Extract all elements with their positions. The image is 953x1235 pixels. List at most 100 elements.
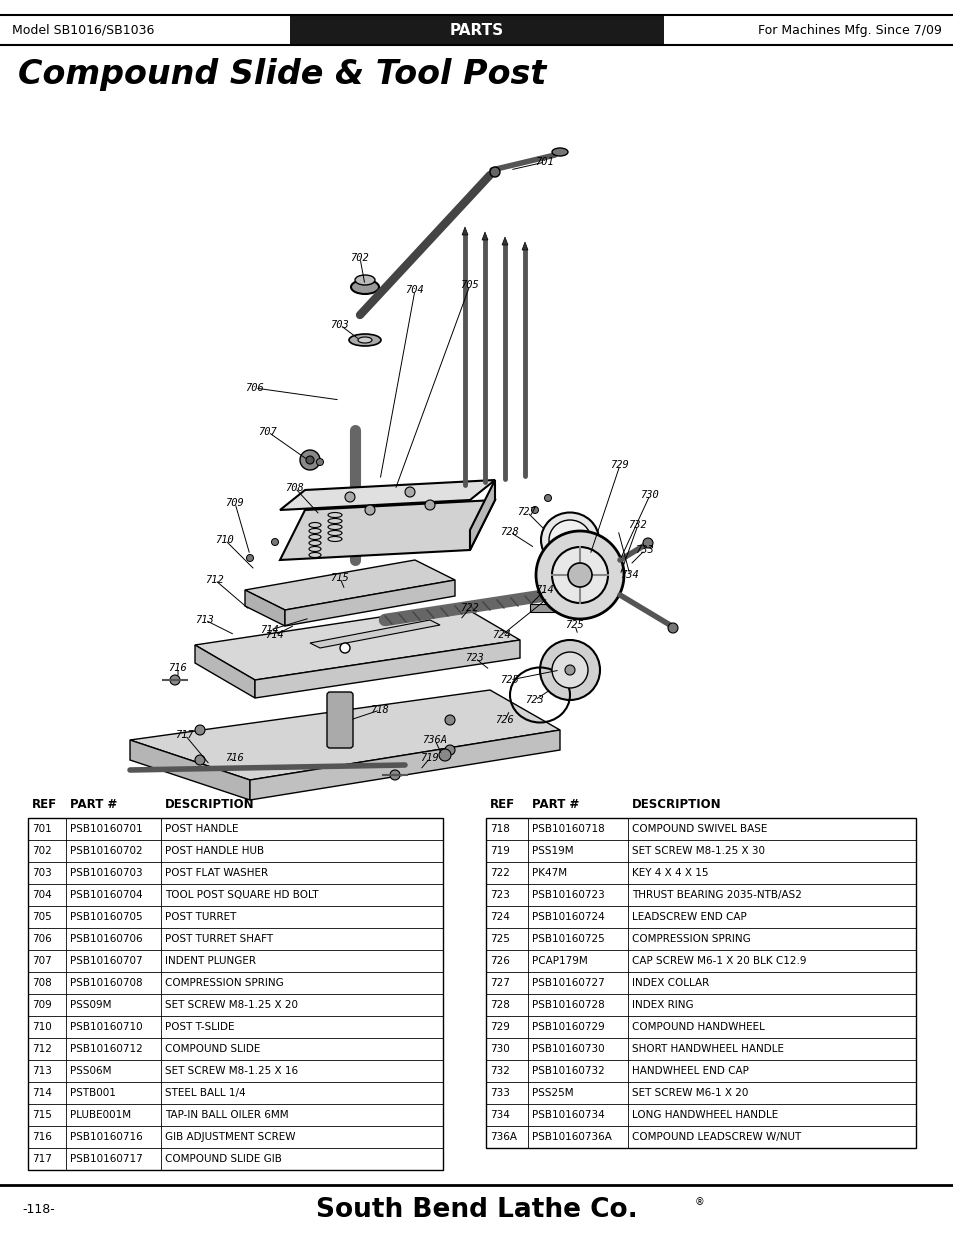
Text: PSB10160706: PSB10160706: [70, 934, 143, 944]
Text: 715: 715: [331, 573, 349, 583]
Text: PSB10160708: PSB10160708: [70, 978, 143, 988]
Text: 702: 702: [32, 846, 51, 856]
Text: 709: 709: [226, 498, 244, 508]
Text: HANDWHEEL END CAP: HANDWHEEL END CAP: [631, 1066, 748, 1076]
Text: PSB10160703: PSB10160703: [70, 868, 143, 878]
Circle shape: [194, 725, 205, 735]
Circle shape: [536, 531, 623, 619]
Text: COMPOUND LEADSCREW W/NUT: COMPOUND LEADSCREW W/NUT: [631, 1132, 801, 1142]
Text: 726: 726: [496, 715, 514, 725]
Text: LONG HANDWHEEL HANDLE: LONG HANDWHEEL HANDLE: [631, 1110, 778, 1120]
Text: PCAP179M: PCAP179M: [532, 956, 587, 966]
Text: 716: 716: [226, 753, 244, 763]
Circle shape: [490, 167, 499, 177]
Text: COMPRESSION SPRING: COMPRESSION SPRING: [165, 978, 283, 988]
Text: 708: 708: [32, 978, 51, 988]
Text: PSB10160729: PSB10160729: [532, 1023, 604, 1032]
Text: DESCRIPTION: DESCRIPTION: [631, 798, 720, 810]
Text: PSS09M: PSS09M: [70, 1000, 112, 1010]
Text: -118-: -118-: [22, 1203, 54, 1216]
Text: SET SCREW M8-1.25 X 30: SET SCREW M8-1.25 X 30: [631, 846, 764, 856]
Text: 729: 729: [610, 459, 629, 471]
Text: SET SCREW M8-1.25 X 16: SET SCREW M8-1.25 X 16: [165, 1066, 297, 1076]
Polygon shape: [250, 730, 559, 800]
Circle shape: [339, 643, 350, 653]
Circle shape: [424, 500, 435, 510]
Text: POST HANDLE HUB: POST HANDLE HUB: [165, 846, 264, 856]
Text: 716: 716: [32, 1132, 51, 1142]
Text: SHORT HANDWHEEL HANDLE: SHORT HANDWHEEL HANDLE: [631, 1044, 783, 1053]
Text: 725: 725: [565, 620, 584, 630]
Text: PSB10160710: PSB10160710: [70, 1023, 143, 1032]
Text: 736A: 736A: [490, 1132, 517, 1142]
Text: PSB10160707: PSB10160707: [70, 956, 143, 966]
Text: 715: 715: [32, 1110, 51, 1120]
Text: PSB10160734: PSB10160734: [532, 1110, 604, 1120]
Text: PSB10160732: PSB10160732: [532, 1066, 604, 1076]
Text: PSB10160736A: PSB10160736A: [532, 1132, 611, 1142]
Circle shape: [552, 547, 607, 603]
Text: 727: 727: [490, 978, 509, 988]
Text: 701: 701: [32, 824, 51, 834]
Text: 710: 710: [32, 1023, 51, 1032]
Text: PK47M: PK47M: [532, 868, 566, 878]
Text: 733: 733: [635, 545, 654, 555]
Text: PSB10160702: PSB10160702: [70, 846, 143, 856]
Text: 705: 705: [460, 280, 478, 290]
Circle shape: [572, 567, 587, 583]
Text: REF: REF: [490, 798, 515, 810]
Text: 714: 714: [260, 625, 279, 635]
Circle shape: [306, 456, 314, 464]
Ellipse shape: [552, 148, 567, 156]
Text: TOOL POST SQUARE HD BOLT: TOOL POST SQUARE HD BOLT: [165, 890, 318, 900]
Circle shape: [194, 755, 205, 764]
Text: PARTS: PARTS: [450, 22, 503, 37]
Polygon shape: [254, 640, 519, 698]
Polygon shape: [285, 580, 455, 626]
Ellipse shape: [355, 275, 375, 285]
Text: 733: 733: [490, 1088, 509, 1098]
Polygon shape: [310, 620, 439, 648]
Bar: [485, 818, 915, 1149]
Circle shape: [544, 588, 564, 608]
Text: POST TURRET SHAFT: POST TURRET SHAFT: [165, 934, 273, 944]
Text: COMPOUND SLIDE GIB: COMPOUND SLIDE GIB: [165, 1153, 281, 1165]
Circle shape: [438, 748, 451, 761]
Text: 722: 722: [490, 868, 509, 878]
Polygon shape: [280, 480, 495, 510]
Text: 714: 714: [535, 585, 554, 595]
Circle shape: [531, 506, 537, 514]
Text: PLUBE001M: PLUBE001M: [70, 1110, 131, 1120]
Text: 709: 709: [32, 1000, 51, 1010]
Text: 712: 712: [206, 576, 224, 585]
Text: 728: 728: [490, 1000, 509, 1010]
Text: PART #: PART #: [532, 798, 578, 810]
Text: 723: 723: [490, 890, 509, 900]
Text: 726: 726: [490, 956, 509, 966]
Bar: [290, 15, 663, 44]
Text: PART #: PART #: [70, 798, 117, 810]
Text: 706: 706: [245, 383, 264, 393]
Text: GIB ADJUSTMENT SCREW: GIB ADJUSTMENT SCREW: [165, 1132, 295, 1142]
Polygon shape: [481, 232, 488, 240]
Circle shape: [316, 458, 323, 466]
Text: ®: ®: [695, 1197, 704, 1207]
Text: PSB10160704: PSB10160704: [70, 890, 143, 900]
Text: REF: REF: [32, 798, 57, 810]
Bar: [530, 604, 555, 613]
Text: PSB10160725: PSB10160725: [532, 934, 604, 944]
Polygon shape: [521, 242, 527, 249]
Text: THRUST BEARING 2035-NTB/AS2: THRUST BEARING 2035-NTB/AS2: [631, 890, 801, 900]
Text: South Bend Lathe Co.: South Bend Lathe Co.: [315, 1197, 638, 1223]
Text: 713: 713: [195, 615, 214, 625]
Text: 734: 734: [620, 571, 639, 580]
Text: PSB10160705: PSB10160705: [70, 911, 143, 923]
Text: COMPOUND SLIDE: COMPOUND SLIDE: [165, 1044, 260, 1053]
Text: 704: 704: [32, 890, 51, 900]
Text: 719: 719: [490, 846, 509, 856]
Text: 706: 706: [32, 934, 51, 944]
Text: PSB10160716: PSB10160716: [70, 1132, 143, 1142]
Polygon shape: [470, 480, 495, 550]
Text: 712: 712: [32, 1044, 51, 1053]
Text: 714: 714: [32, 1088, 51, 1098]
